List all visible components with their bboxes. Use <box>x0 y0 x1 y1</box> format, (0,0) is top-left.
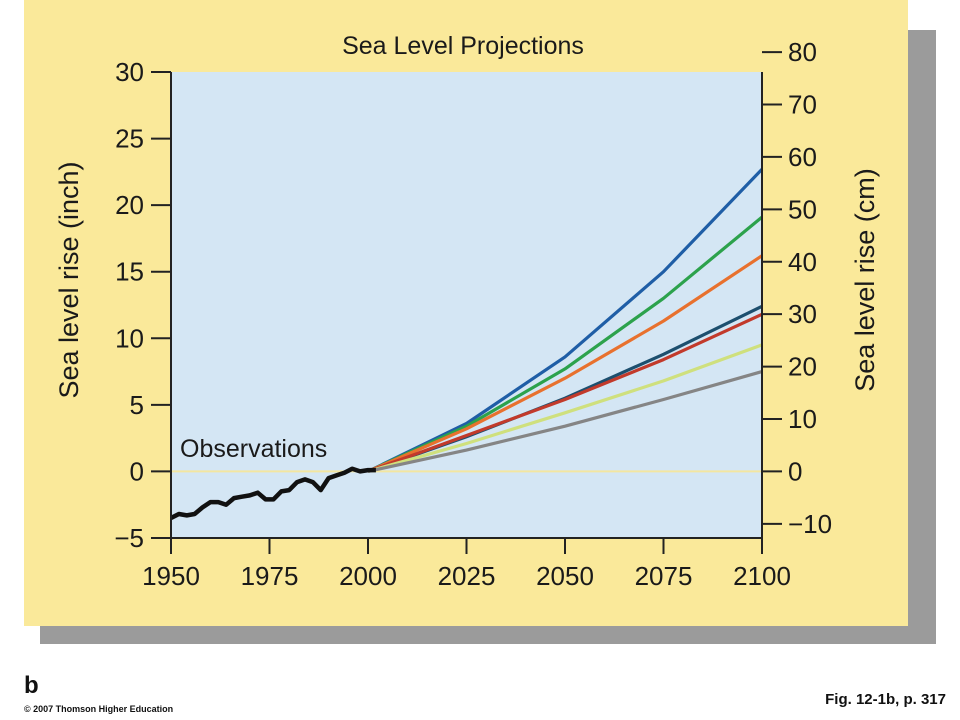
y-axis-title-right: Sea level rise (cm) <box>850 168 880 392</box>
y-tick-label: 30 <box>115 57 144 87</box>
projection-lines <box>367 168 764 473</box>
plot-area <box>171 72 762 538</box>
y2-tick-label: 20 <box>788 352 817 382</box>
x-tick-label: 2025 <box>438 561 496 591</box>
y-tick-label: −5 <box>114 523 144 553</box>
y-tick-label: 20 <box>115 190 144 220</box>
y-tick-label: 5 <box>130 390 144 420</box>
panel-letter: b <box>24 672 39 699</box>
x-tick-label: 2050 <box>536 561 594 591</box>
projection-line-5 <box>367 312 763 473</box>
x-tick-label: 2075 <box>635 561 693 591</box>
x-tick-label: 1975 <box>241 561 299 591</box>
y2-tick-label: −10 <box>788 509 832 539</box>
projection-line-3 <box>367 254 763 473</box>
y2-tick-label: 80 <box>788 37 817 67</box>
y-tick-label: 15 <box>115 257 144 287</box>
y2-tick-label: 10 <box>788 404 817 434</box>
y-tick-label: 0 <box>130 456 144 486</box>
observation-line <box>169 466 376 521</box>
copyright-text: © 2007 Thomson Higher Education <box>24 704 174 714</box>
y2-tick-label: 60 <box>788 142 817 172</box>
y-tick-label: 25 <box>115 124 144 154</box>
projection-line-6 <box>367 343 763 473</box>
y2-tick-label: 50 <box>788 194 817 224</box>
x-tick-label: 2000 <box>339 561 397 591</box>
y2-tick-label: 0 <box>788 456 802 486</box>
y-tick-label: 10 <box>115 323 144 353</box>
figure-caption: Fig. 12-1b, p. 317 <box>825 691 946 708</box>
projection-line-7 <box>367 370 763 473</box>
y-axis-title-left: Sea level rise (inch) <box>54 161 84 398</box>
y2-tick-label: 30 <box>788 299 817 329</box>
x-tick-label: 2100 <box>733 561 791 591</box>
chart-title: Sea Level Projections <box>342 32 584 60</box>
y2-tick-label: 40 <box>788 247 817 277</box>
observation-line-group <box>169 466 376 521</box>
observations-label: Observations <box>180 435 327 463</box>
projection-line-1 <box>367 168 764 473</box>
y2-tick-label: 70 <box>788 89 817 119</box>
x-tick-label: 1950 <box>142 561 200 591</box>
